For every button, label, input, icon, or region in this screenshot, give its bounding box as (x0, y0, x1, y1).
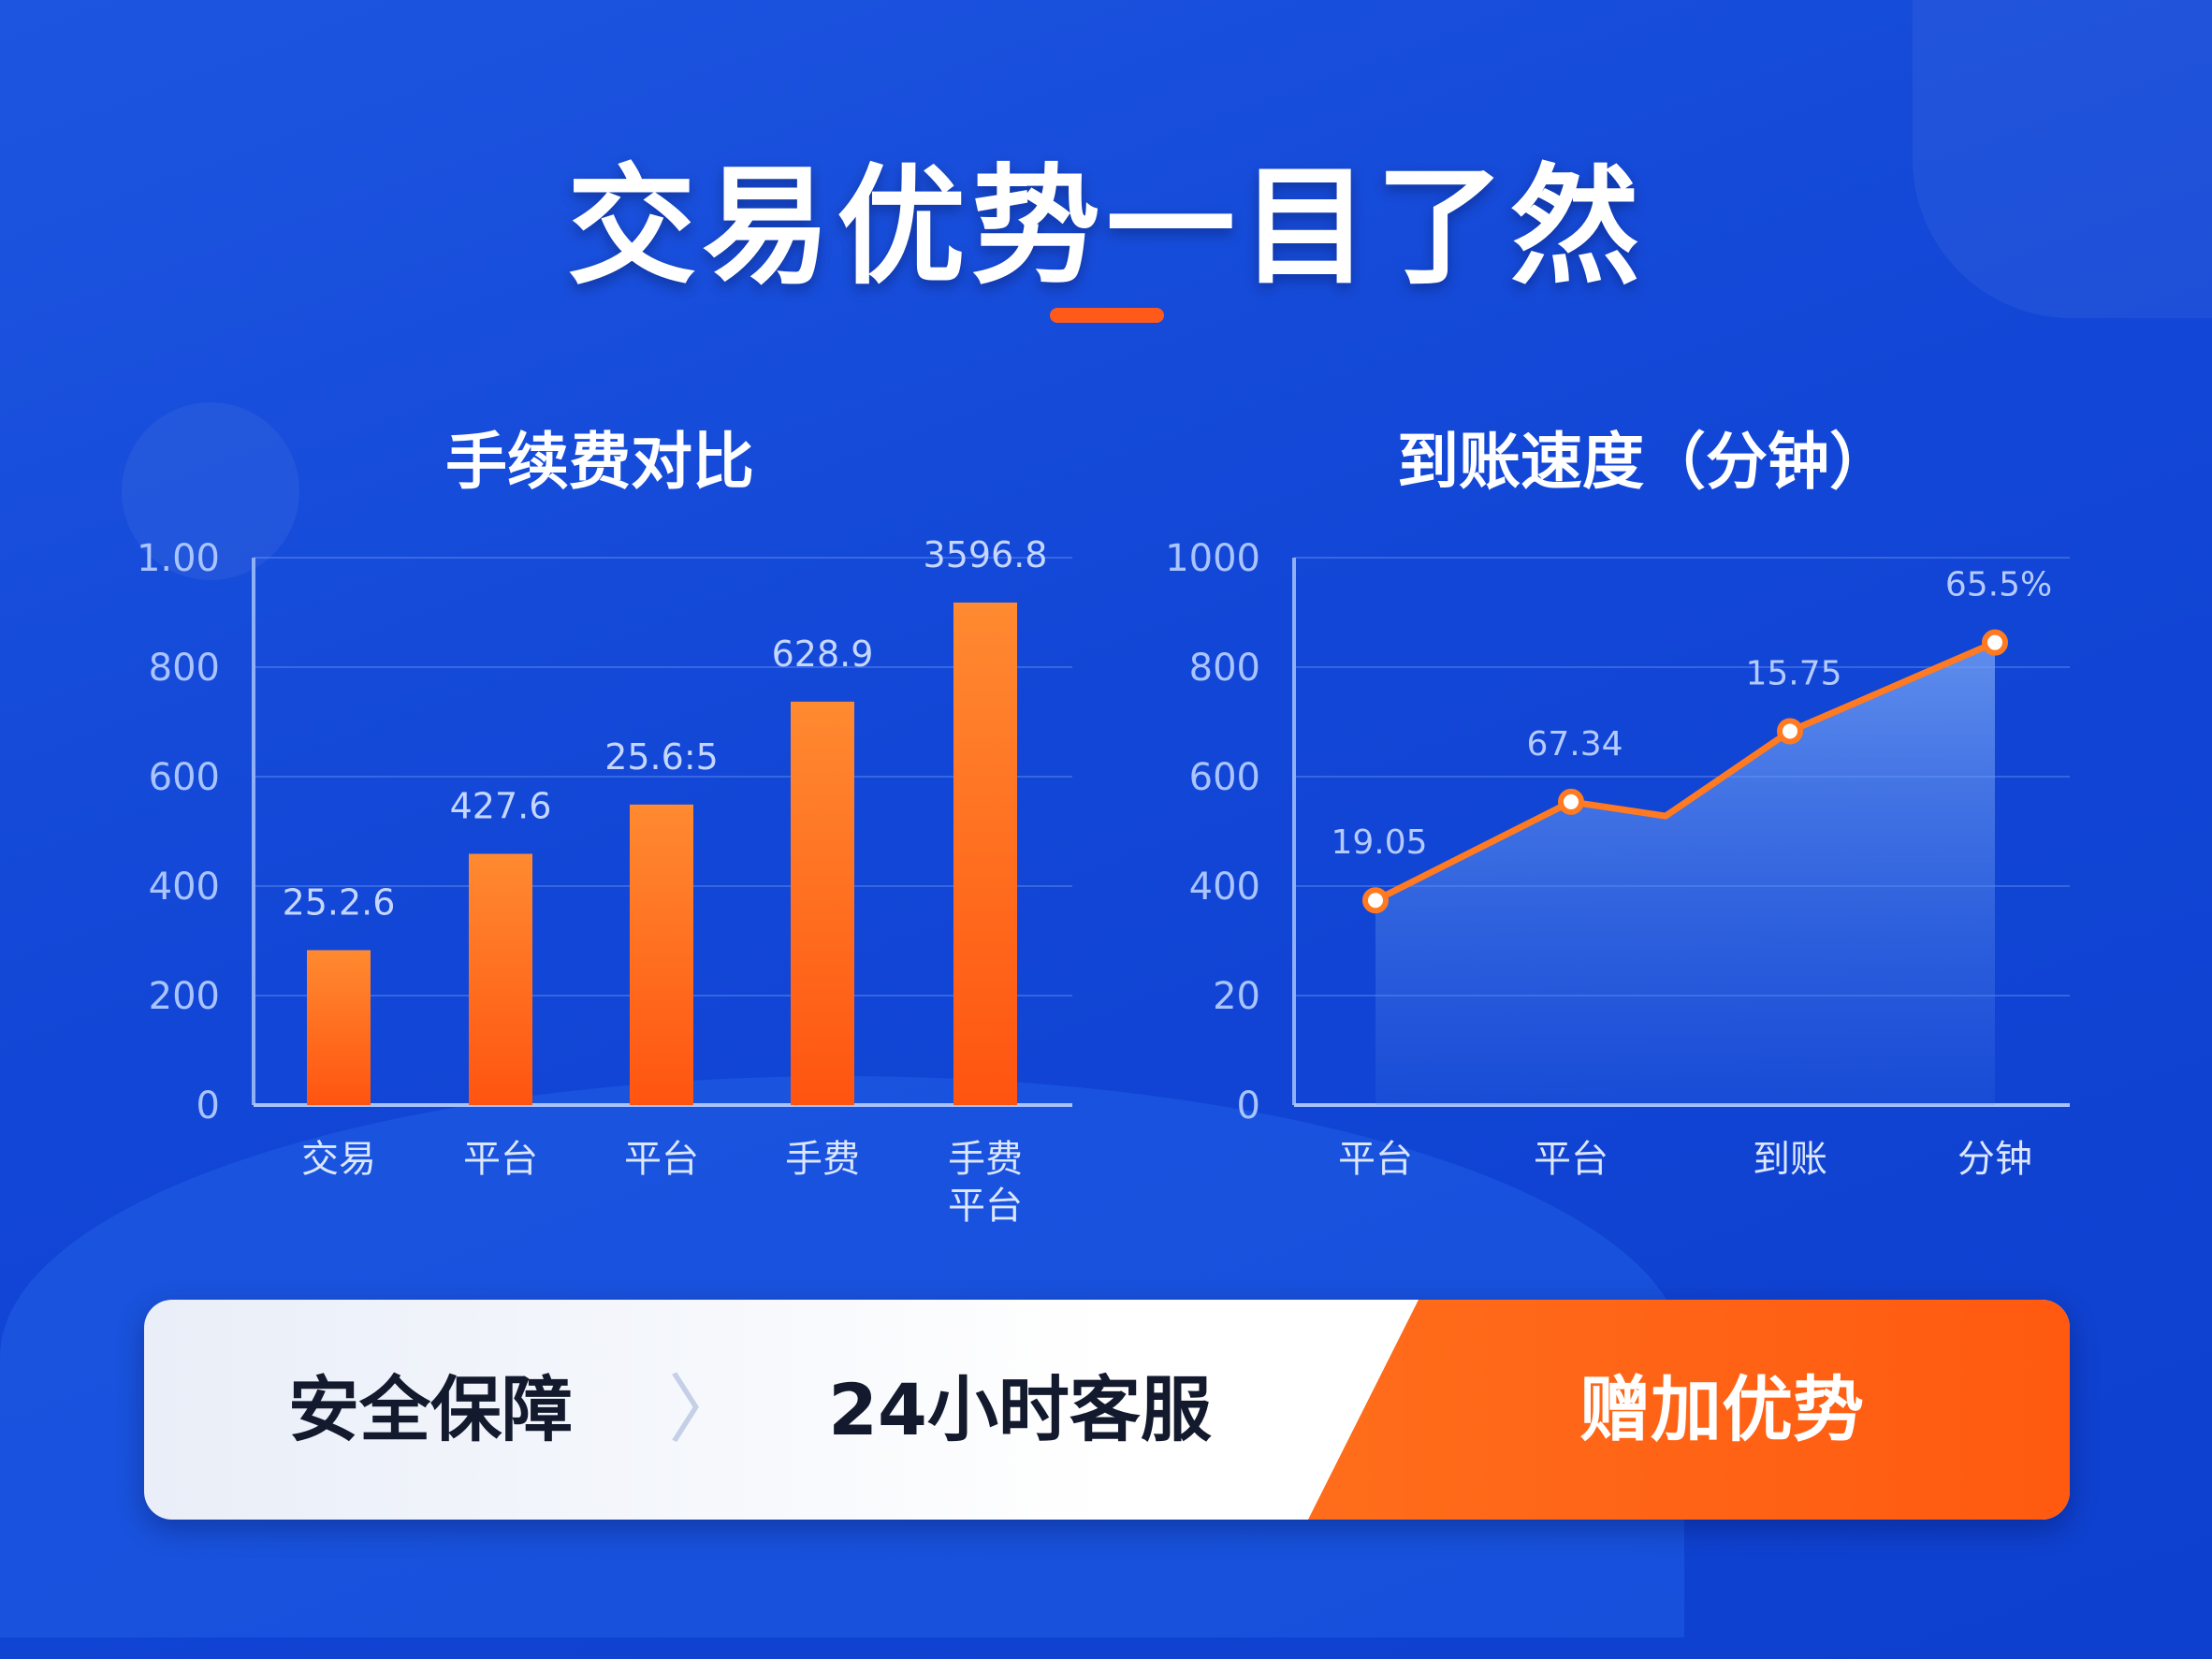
x-tick-label: 平台 (463, 1138, 538, 1181)
bar (307, 950, 371, 1105)
data-label: 3596.8 (924, 534, 1048, 575)
y-tick-label: 0 (196, 1084, 220, 1128)
data-label: 25.6:5 (604, 736, 719, 778)
data-point (1982, 629, 2008, 656)
data-label: 427.6 (450, 785, 552, 826)
y-tick-label: 400 (149, 866, 220, 909)
x-tick-label: 平台 (1534, 1138, 1608, 1181)
area-chart-title: 到账速度（分钟） (1397, 426, 1891, 498)
data-label: 19.05 (1331, 823, 1427, 862)
bar (953, 602, 1017, 1105)
x-tick-label: 交易 (301, 1138, 376, 1181)
bar (630, 804, 693, 1105)
y-tick-label: 200 (149, 975, 220, 1018)
y-tick-label: 1000 (1165, 537, 1260, 580)
x-tick-label: 平台 (948, 1185, 1023, 1228)
title-underline (1050, 308, 1164, 323)
data-label: 67.34 (1526, 725, 1623, 764)
highlight-panel (1308, 1300, 2070, 1520)
data-point (1777, 718, 1803, 745)
y-tick-label: 400 (1189, 866, 1260, 909)
data-point (1362, 887, 1389, 914)
series-line (1374, 639, 1997, 904)
chevron-right-icon: 〉 (668, 1366, 743, 1453)
data-label: 25.2.6 (283, 881, 396, 923)
x-tick-label: 手费 (948, 1138, 1023, 1181)
bar-chart-title: 手续费对比 (445, 426, 754, 498)
data-label: 15.75 (1745, 654, 1841, 692)
y-tick-label: 800 (1189, 647, 1260, 690)
area-fill (1375, 642, 1995, 1105)
x-tick-label: 到账 (1753, 1138, 1827, 1181)
data-label: 628.9 (772, 633, 874, 675)
x-tick-label: 平台 (1338, 1138, 1413, 1181)
bar (469, 853, 532, 1105)
y-tick-label: 1.00 (137, 537, 220, 580)
background-circle (122, 402, 299, 580)
y-tick-label: 20 (1213, 975, 1260, 1018)
feature-bonus-button[interactable]: 赠加优势 (1579, 1368, 1864, 1451)
y-tick-label: 0 (1237, 1084, 1260, 1128)
x-tick-label: 分钟 (1957, 1138, 2032, 1181)
y-tick-label: 600 (1189, 756, 1260, 799)
page-title: 交易优势一目了然 (566, 152, 1645, 302)
bar (791, 701, 854, 1105)
feature-security: 安全保障 (288, 1368, 573, 1451)
data-point (1558, 788, 1584, 815)
data-label: 65.5% (1945, 566, 2052, 604)
feature-support: 24小时客服 (828, 1368, 1212, 1451)
y-tick-label: 600 (149, 756, 220, 799)
x-tick-label: 手费 (785, 1138, 860, 1181)
background-circle (1913, 0, 2212, 318)
feature-banner: 安全保障 〉 24小时客服 赠加优势 (144, 1300, 2070, 1520)
x-tick-label: 平台 (624, 1138, 699, 1181)
y-tick-label: 800 (149, 647, 220, 690)
